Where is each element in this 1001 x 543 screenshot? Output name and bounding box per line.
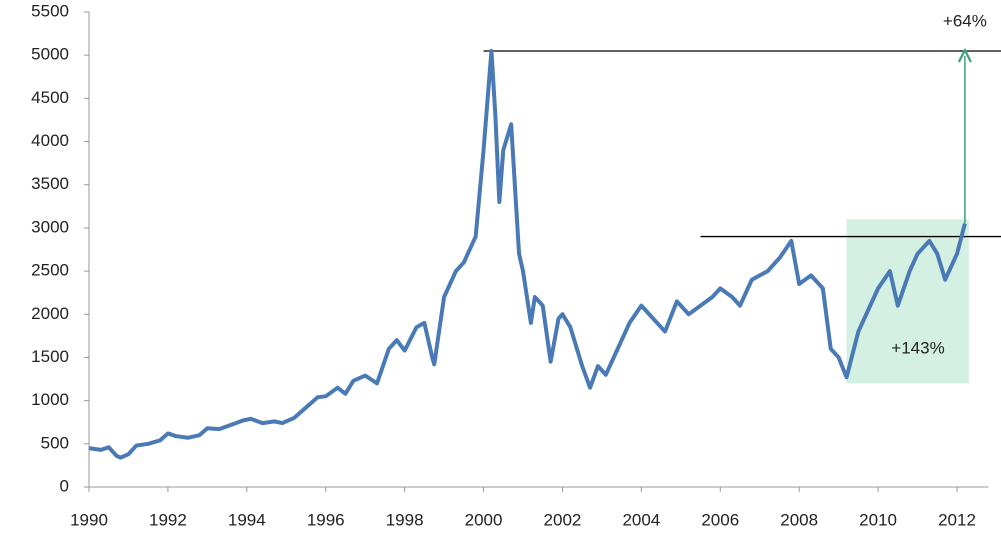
y-tick-label: 1000 — [31, 390, 69, 409]
y-tick-label: 4500 — [31, 88, 69, 107]
y-tick-label: 500 — [41, 433, 69, 452]
y-tick-label: 2000 — [31, 304, 69, 323]
x-tick-label: 1992 — [149, 510, 187, 529]
y-tick-label: 1500 — [31, 347, 69, 366]
y-tick-label: 4000 — [31, 131, 69, 150]
y-tick-label: 5000 — [31, 45, 69, 64]
y-tick-label: 2500 — [31, 261, 69, 280]
x-tick-label: 1994 — [228, 510, 266, 529]
highlight-region — [846, 219, 969, 384]
x-tick-label: 2006 — [701, 510, 739, 529]
x-tick-label: 2010 — [859, 510, 897, 529]
x-tick-label: 2000 — [465, 510, 503, 529]
x-tick-label: 2004 — [622, 510, 660, 529]
annotation: +64% — [943, 11, 987, 30]
y-tick-label: 3000 — [31, 217, 69, 236]
x-tick-label: 2012 — [938, 510, 976, 529]
x-tick-label: 1998 — [386, 510, 424, 529]
line-series — [88, 49, 967, 460]
x-tick-label: 1996 — [307, 510, 345, 529]
y-tick-label: 5500 — [31, 1, 69, 20]
x-tick-label: 2008 — [780, 510, 818, 529]
x-tick-label: 1990 — [70, 510, 108, 529]
annotation: +143% — [891, 338, 944, 357]
x-tick-label: 2002 — [544, 510, 582, 529]
y-tick-label: 0 — [60, 476, 69, 495]
y-tick-label: 3500 — [31, 174, 69, 193]
